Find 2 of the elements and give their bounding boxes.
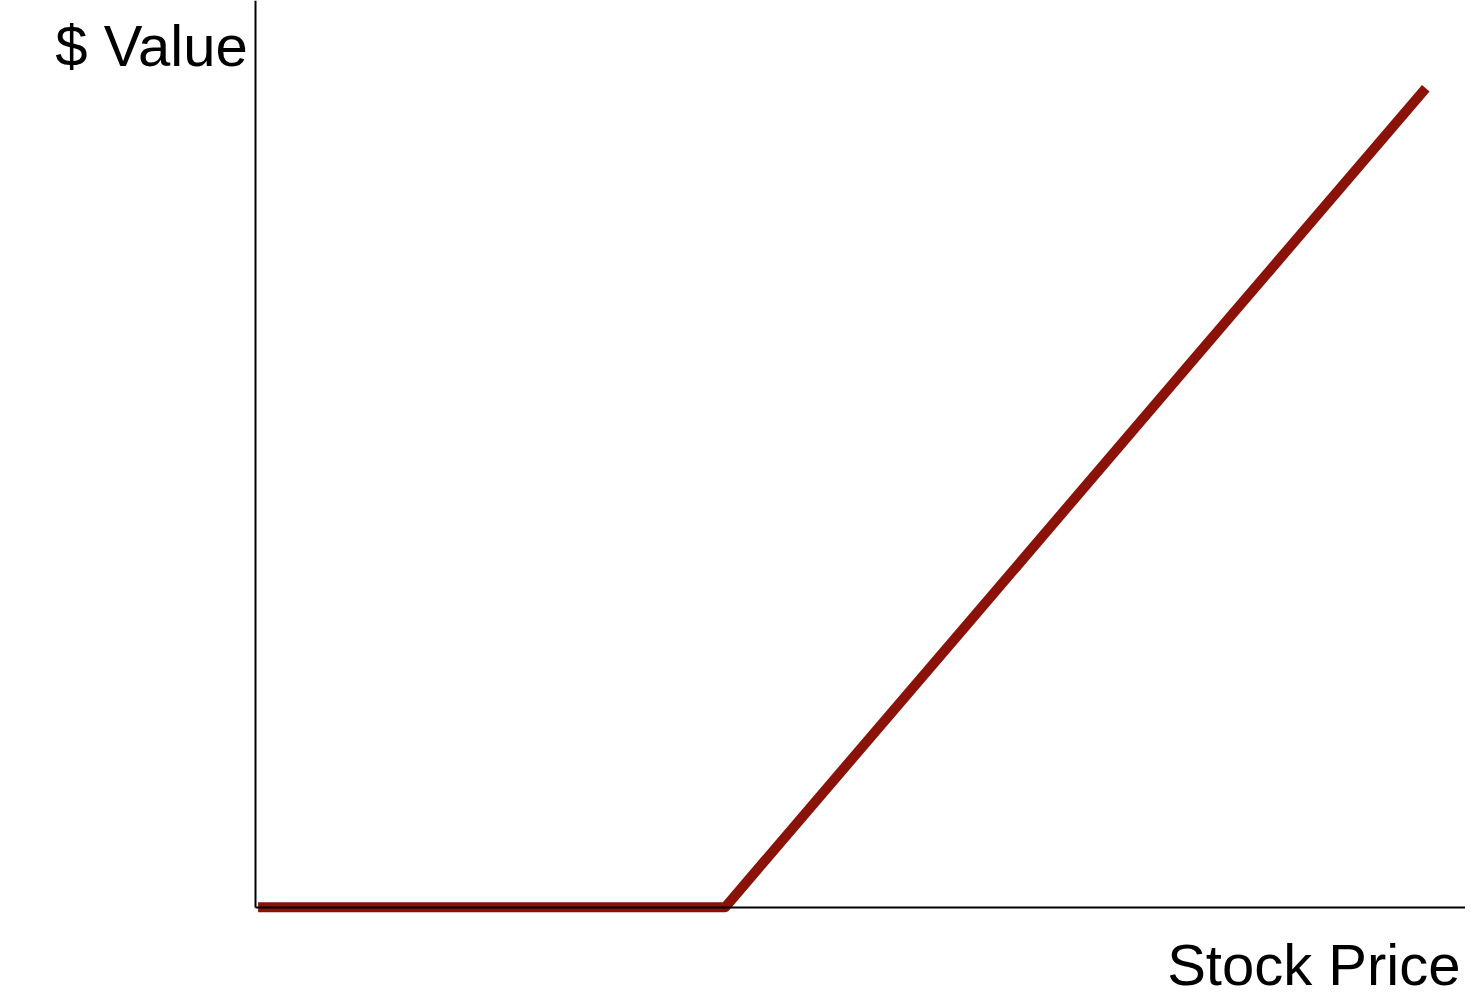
x-axis-title: Stock Price [1167, 931, 1461, 997]
y-axis-title: $ Value [55, 12, 248, 78]
